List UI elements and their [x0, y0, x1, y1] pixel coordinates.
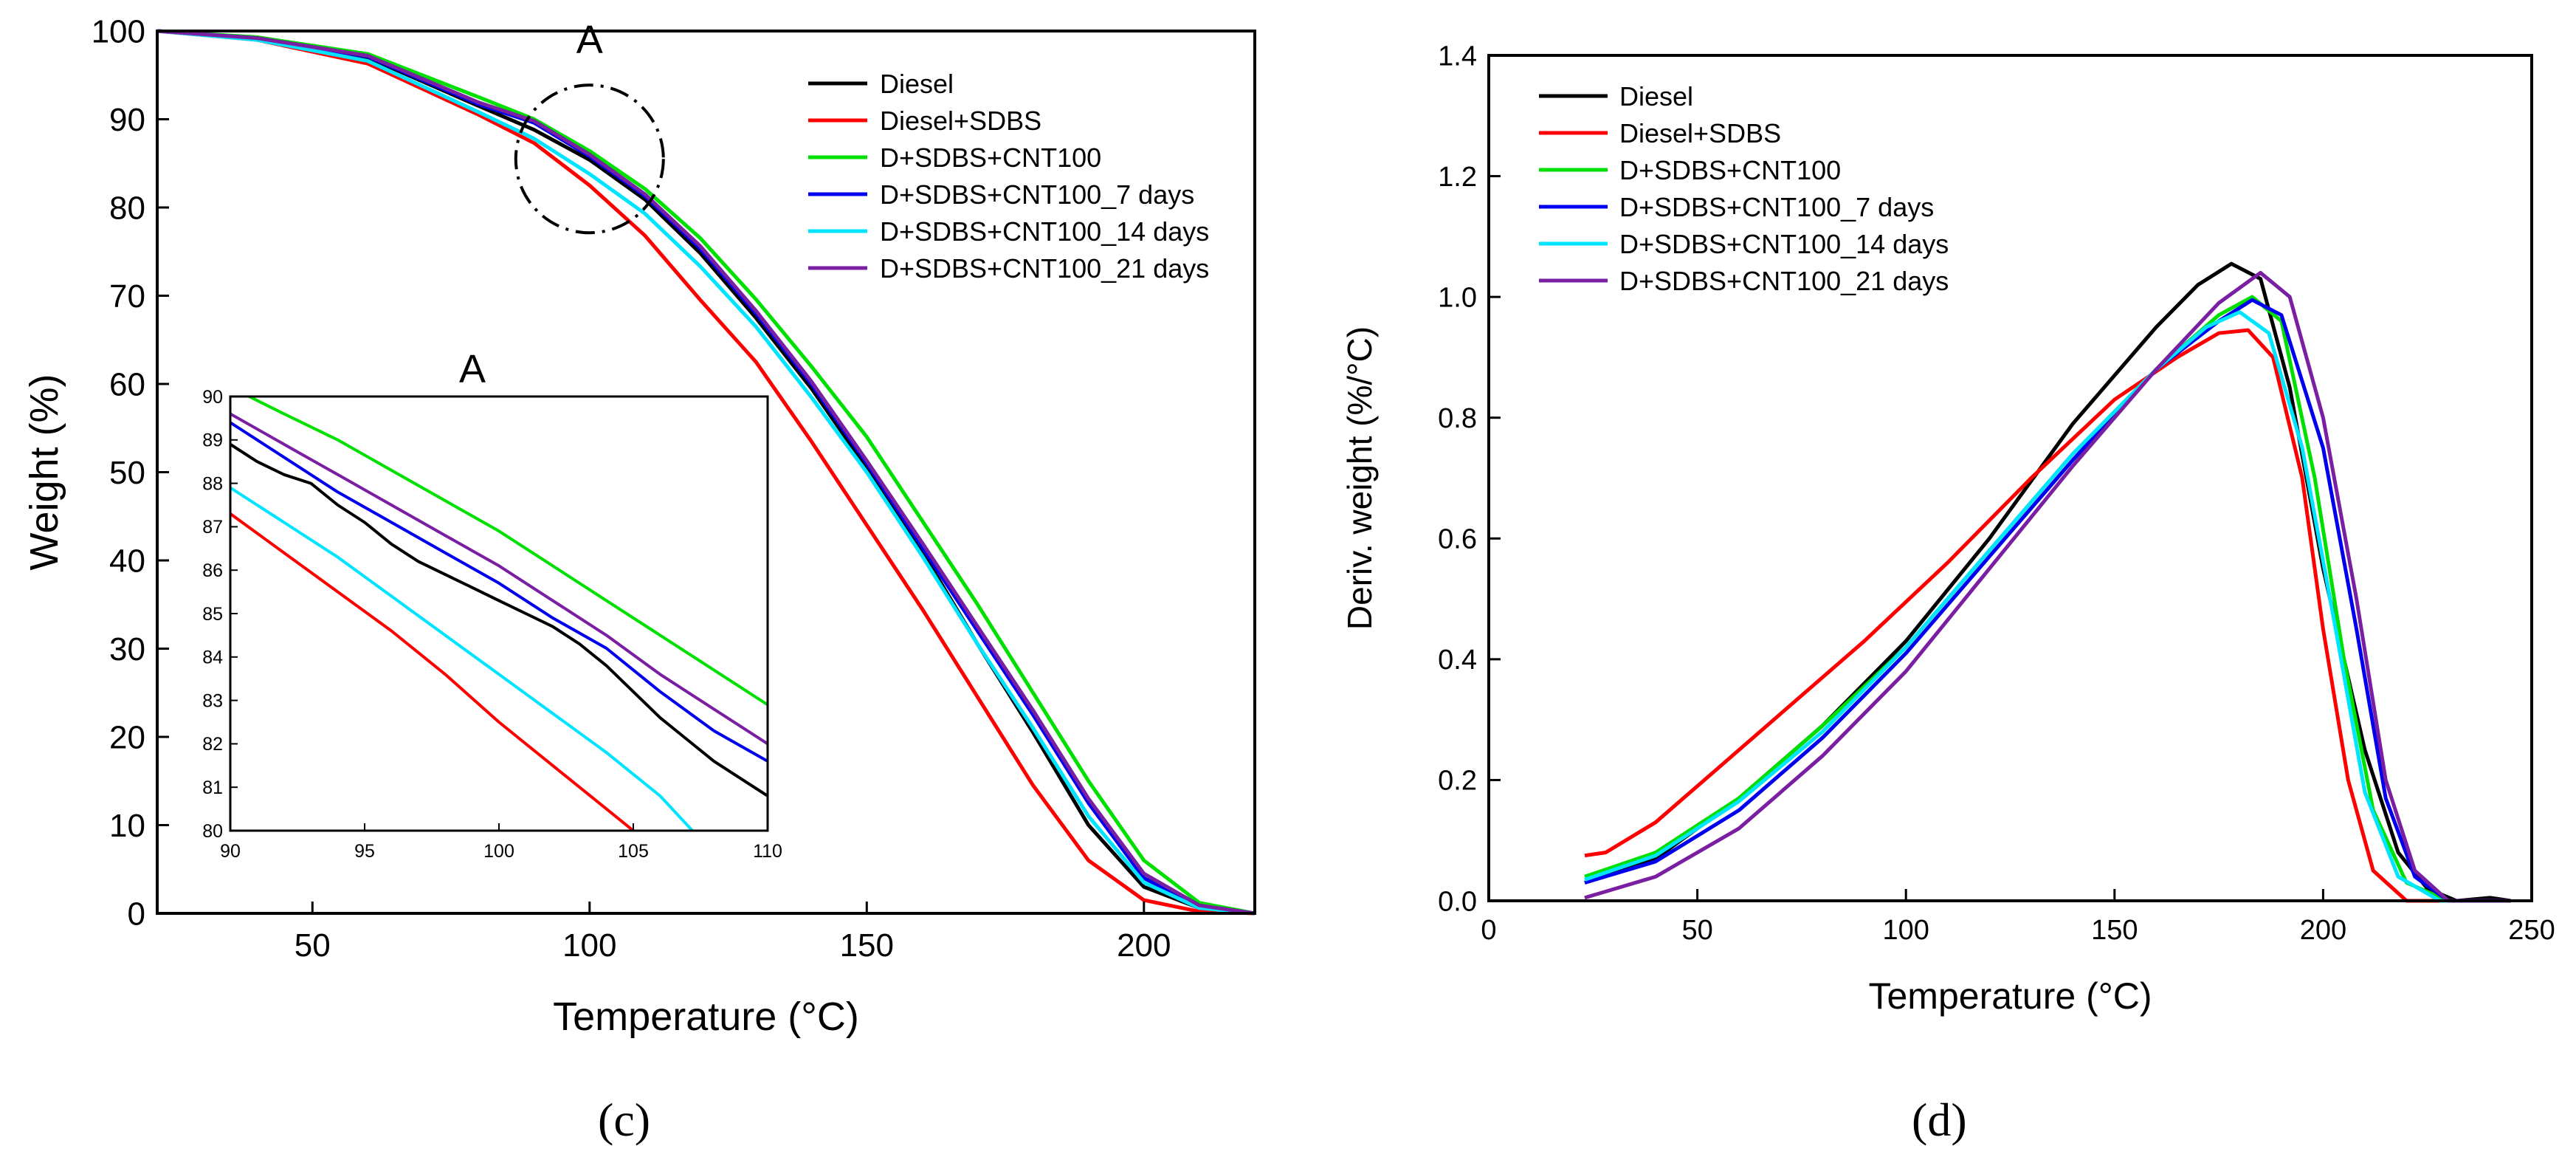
c-inset-title: A	[459, 347, 486, 391]
d-series-2	[1584, 295, 2511, 903]
c-ytick-label-2: 20	[109, 719, 145, 755]
d-legend-label-0: Diesel	[1619, 81, 1693, 111]
c-inset-series-0	[230, 443, 768, 797]
c-xlabel: Temperature (°C)	[553, 995, 859, 1039]
c-legend: Diesel Diesel+SDBS D+SDBS+CNT100 D+SDBS+CNT…	[808, 69, 1209, 284]
c-inset-series-4	[230, 486, 694, 831]
c-ytick-label-10: 100	[92, 13, 145, 49]
c-inset-series-5	[230, 412, 768, 746]
d-ytick-label-1: 0.2	[1438, 766, 1477, 797]
d-legend-label-5: D+SDBS+CNT100_21 days	[1619, 266, 1949, 296]
c-inset-ytick-label-1: 81	[202, 777, 223, 798]
c-ytick-label-0: 0	[128, 896, 145, 932]
d-xtick-label-0: 0	[1481, 915, 1496, 946]
c-inset-xtick-label-2: 100	[483, 841, 514, 862]
c-ytick-label-4: 40	[109, 543, 145, 579]
d-ytick-label-6: 1.2	[1438, 162, 1477, 193]
c-inset-ytick-label-6: 86	[202, 560, 223, 581]
c-ytick-label-1: 10	[109, 808, 145, 844]
d-series-5	[1584, 270, 2511, 903]
c-inset-xtick-label-3: 105	[618, 841, 649, 862]
c-zoom-label: A	[576, 18, 603, 62]
c-inset-series-1	[230, 512, 635, 831]
c-inset-ytick-label-3: 83	[202, 690, 223, 711]
c-inset-ytick-label-0: 80	[202, 821, 223, 842]
c-xtick-label-3: 200	[1117, 927, 1171, 964]
panel-label-d: (d)	[1912, 1094, 1967, 1146]
c-zoom-circle	[514, 83, 665, 235]
c-ytick-label-6: 60	[109, 366, 145, 402]
d-xtick-label-3: 150	[2091, 915, 2138, 946]
d-legend-label-3: D+SDBS+CNT100_7 days	[1619, 192, 1934, 222]
c-xtick-label-0: 50	[295, 927, 331, 964]
d-legend-label-2: D+SDBS+CNT100	[1619, 155, 1841, 185]
c-inset-series	[230, 397, 768, 831]
c-inset-ytick-label-9: 89	[202, 430, 223, 451]
c-xtick-label-1: 100	[562, 927, 616, 964]
c-series-2	[156, 29, 1256, 916]
c-inset-ytick-label-2: 82	[202, 734, 223, 755]
d-ytick-label-5: 1.0	[1438, 282, 1477, 313]
c-inset-ytick-label-7: 87	[202, 517, 223, 538]
d-series-4	[1584, 310, 2511, 903]
d-legend-label-1: Diesel+SDBS	[1619, 118, 1781, 148]
c-ylabel: Weight (%)	[22, 374, 66, 570]
c-inset-ytick-label-5: 85	[202, 604, 223, 625]
c-ytick-label-9: 90	[109, 102, 145, 138]
d-legend: Diesel Diesel+SDBS D+SDBS+CNT100 D+SDBS+CNT…	[1539, 81, 1949, 296]
panel-d: 0 50 100 150 200 250 0.0 0.2 0.4 0.6 0.8 1.0 1.2 1.4 T…	[1340, 41, 2555, 1017]
c-inset-series-3	[230, 421, 768, 763]
d-xtick-label-2: 100	[1882, 915, 1929, 946]
c-inset-series-2	[248, 397, 768, 707]
c-legend-label-3: D+SDBS+CNT100_7 days	[880, 179, 1194, 210]
d-xtick-label-4: 200	[2300, 915, 2346, 946]
panel-c: 50 100 150 2000102030405060708090100Tempera…	[22, 13, 1256, 1039]
d-ytick-label-3: 0.6	[1438, 524, 1477, 555]
c-inset: 90 95 100 105 110 80 81 82 83 84 85 86 87 88 89 90 A	[202, 347, 782, 862]
c-ytick-label-8: 80	[109, 190, 145, 226]
c-series-5	[156, 29, 1256, 916]
d-ytick-label-0: 0.0	[1438, 886, 1477, 917]
c-legend-label-2: D+SDBS+CNT100	[880, 143, 1101, 173]
c-ytick-label-3: 30	[109, 631, 145, 667]
c-inset-ytick-label-10: 90	[202, 387, 223, 408]
c-ytick-label-5: 50	[109, 455, 145, 491]
c-inset-xtick-label-0: 90	[220, 841, 241, 862]
c-ytick-label-7: 70	[109, 278, 145, 315]
d-ytick-label-2: 0.4	[1438, 645, 1477, 676]
d-xtick-label-1: 50	[1681, 915, 1712, 946]
c-series-4	[156, 29, 1256, 916]
d-series-1	[1584, 328, 2511, 903]
d-xtick-label-5: 250	[2508, 915, 2555, 946]
c-legend-label-4: D+SDBS+CNT100_14 days	[880, 216, 1209, 247]
c-xtick-label-2: 150	[840, 927, 894, 964]
d-plot-frame	[1487, 54, 2533, 902]
c-legend-label-0: Diesel	[880, 69, 954, 99]
panel-label-c: (c)	[598, 1094, 651, 1146]
d-xlabel: Temperature (°C)	[1869, 975, 2152, 1017]
d-ylabel: Deriv. weight (%/°C)	[1340, 326, 1379, 630]
c-legend-label-5: D+SDBS+CNT100_21 days	[880, 253, 1209, 284]
c-inset-background	[230, 397, 768, 831]
c-inset-xtick-label-1: 95	[354, 841, 375, 862]
c-inset-ytick-label-4: 84	[202, 648, 223, 668]
d-ytick-label-4: 0.8	[1438, 403, 1477, 434]
c-legend-label-1: Diesel+SDBS	[880, 106, 1041, 136]
c-series-1	[156, 29, 1256, 916]
c-inset-ytick-label-8: 88	[202, 473, 223, 494]
d-ytick-label-7: 1.4	[1438, 41, 1477, 72]
c-inset-xtick-label-4: 110	[753, 841, 782, 862]
d-legend-label-4: D+SDBS+CNT100_14 days	[1619, 229, 1949, 259]
